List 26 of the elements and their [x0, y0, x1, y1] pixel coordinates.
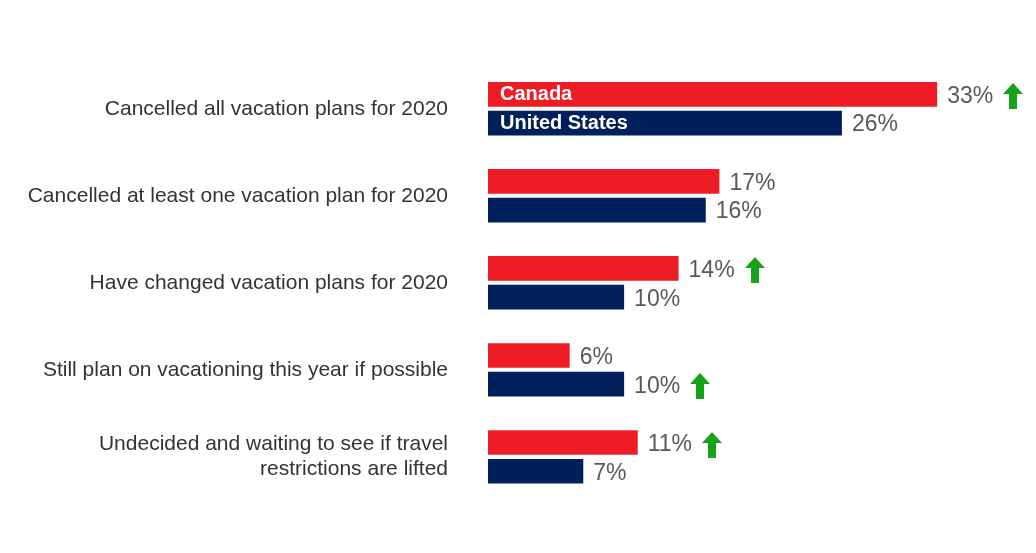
data-label: 26%: [851, 110, 898, 137]
bar: [488, 256, 679, 281]
bar: [488, 458, 584, 484]
bar: [488, 343, 570, 368]
data-label: 33%: [947, 81, 994, 108]
data-label: 17%: [729, 168, 776, 195]
bar: [488, 284, 625, 310]
bar: [488, 430, 638, 455]
bar: [488, 371, 625, 397]
bar: [488, 197, 706, 223]
data-label: 16%: [715, 197, 762, 224]
series-label: United States: [500, 110, 628, 133]
data-label: 7%: [593, 458, 627, 485]
data-label: 10%: [634, 284, 681, 311]
y-tick-label: Cancelled at least one vacation plan for 2020: [27, 182, 448, 206]
y-tick-label: Have changed vacation plans for 2020: [89, 269, 448, 293]
bar: [488, 169, 720, 194]
bar: [488, 82, 938, 107]
y-tick-label: Still plan on vacationing this year if possible: [42, 356, 448, 380]
data-label: 10%: [634, 371, 681, 398]
series-label: Canada: [500, 81, 574, 104]
data-label: 11%: [647, 429, 693, 456]
y-tick-label: Undecided and waiting to see if travel restrictions are lifted: [98, 431, 448, 480]
data-label: 6%: [579, 342, 613, 369]
data-label: 14%: [688, 255, 735, 282]
y-tick-label: Cancelled all vacation plans for 2020: [104, 95, 448, 119]
